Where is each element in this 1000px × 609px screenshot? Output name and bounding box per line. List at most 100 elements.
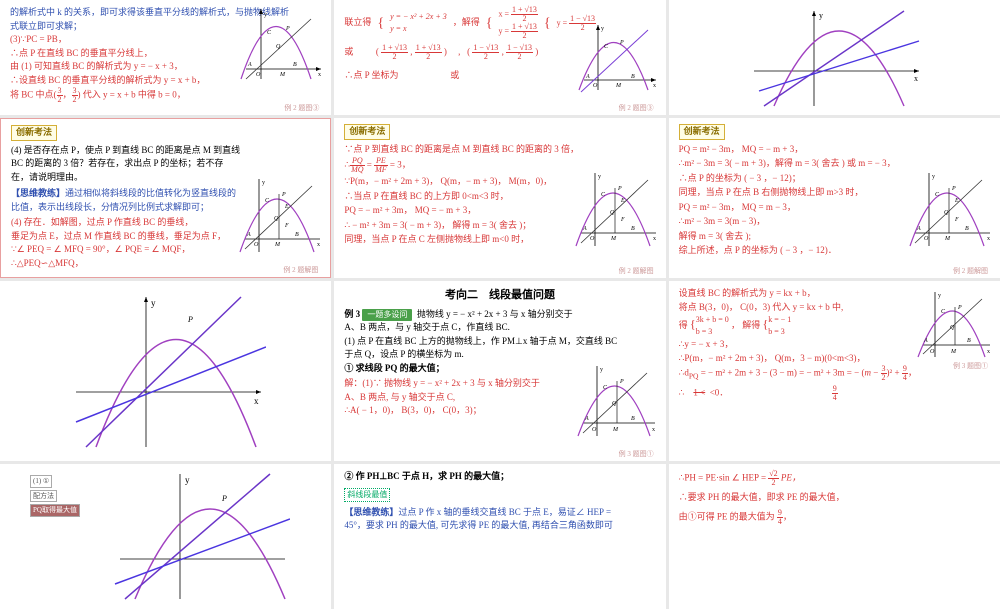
svg-text:O: O [592,427,597,433]
svg-text:x: x [653,236,656,242]
svg-text:x: x [914,74,918,83]
svg-text:M: M [279,72,286,78]
svg-text:E: E [620,198,625,204]
svg-text:A: A [923,338,928,344]
svg-text:B: B [293,62,297,68]
svg-text:C: C [267,30,272,36]
svg-text:x: x [987,236,990,242]
caption: 例 3 题图① [619,449,654,460]
svg-text:Q: Q [944,210,949,216]
graph-parabola-5: yC PE QF AO MB x [573,168,661,250]
graph-parabola-9: yC PQ AO MB x [915,287,995,362]
svg-text:Q: Q [950,325,955,331]
graph-parabola-7: yx P [66,292,266,452]
caption: 例 2 题解图 [283,265,318,276]
svg-text:P: P [951,186,956,192]
panel-4: yC PE QF AO MB x 创新考法 (4) 是否存在点 P，使点 P 到… [0,118,331,278]
svg-text:y: y [601,26,604,32]
svg-text:y: y [819,11,823,20]
svg-text:O: O [256,72,261,78]
graph-parabola-4: yC PE QF AO MB x [237,174,325,256]
svg-text:B: B [965,226,969,232]
svg-text:x: x [653,83,656,89]
svg-text:A: A [246,232,251,238]
svg-text:O: O [590,236,595,242]
svg-text:P: P [285,26,290,32]
svg-text:y: y [185,475,190,485]
svg-text:y: y [151,298,156,308]
line: ∴dPQ = − m² + 2m + 3 − (3 − m) = − m² + … [679,365,990,382]
graph-parabola-10: yP [110,469,290,604]
svg-text:y: y [598,174,601,180]
svg-text:x: x [254,396,259,406]
badge-innovative: 创新考法 [679,124,725,140]
svg-text:Q: Q [276,44,281,50]
svg-text:P: P [957,305,962,311]
svg-text:Q: Q [274,216,279,222]
svg-text:O: O [930,349,935,355]
svg-text:O: O [254,242,259,248]
svg-text:y: y [262,180,265,186]
line: ∴△PEQ∽△MFQ， [11,257,320,271]
svg-text:C: C [941,309,946,315]
line: 由①可得 PE 的最大值为 94， [679,509,990,526]
svg-text:A: A [916,226,921,232]
svg-text:F: F [954,217,959,223]
svg-text:O: O [593,83,598,89]
caption: 例 2 题图③ [619,103,654,114]
svg-text:A: A [582,226,587,232]
graph-parabola-3: yx [744,6,924,111]
graph-parabola-8: yC PQ AO MB x [575,361,661,441]
tag-oblique: 斜线段最值 [344,488,390,502]
svg-text:M: M [274,242,281,248]
svg-text:F: F [284,223,289,229]
panel-2: yx PC BA OM 联立得 { y = − x² + 2x + 3 y = … [334,0,665,115]
svg-text:B: B [631,416,635,422]
line: ∴PH = PE·sin ∠ HEP = √22 PE， [679,470,990,487]
line: 将 BC 中点(32，32) 代入 y = x + b 中得 b = 0， [10,87,321,104]
badge-innovative: 创新考法 [344,124,390,140]
svg-text:Q: Q [610,210,615,216]
hint: 【思维教练】过点 P 作 x 轴的垂线交直线 BC 于点 E，易证∠ HEP = [344,506,655,520]
line: ∴要求 PH 的最大值，即求 PE 的最大值， [679,491,990,505]
hint: 【思维教练】通过相似将斜线段的比值转化为竖直线段的比值，表示出线段长，分情况列比… [11,187,241,214]
caption: 例 2 题图③ [284,103,319,114]
line: 于点 Q，设点 P 的横坐标为 m. [344,348,655,362]
line: ∴ 1 < <0． 94 [679,385,990,402]
svg-text:F: F [620,217,625,223]
svg-text:E: E [284,204,289,210]
svg-text:M: M [950,349,957,355]
svg-text:x: x [317,242,320,248]
svg-text:P: P [619,379,624,385]
step-label: (1) ① [30,475,52,488]
tag-variant: 一题多设问 [362,309,412,321]
svg-text:y: y [264,12,267,18]
line: ∵点 P 到直线 BC 的距离是点 M 到直线 BC 的距离的 3 倍， [344,143,655,157]
svg-text:y: y [938,293,941,299]
line: A、B 两点，与 y 轴交于点 C，作直线 BC. [344,321,655,335]
svg-text:P: P [221,494,227,503]
panel-11: ② 作 PH⊥BC 于点 H，求 PH 的最大值； 斜线段最值 【思维教练】过点… [334,464,665,609]
svg-text:P: P [617,186,622,192]
graph-parabola-6: yC PQ EF AO MB x [907,168,995,250]
step-label: 配方法 [30,490,57,503]
svg-text:O: O [924,236,929,242]
caption: 例 2 题解图 [953,266,988,277]
panel-7: yx P [0,281,331,461]
question: ② 作 PH⊥BC 于点 H，求 PH 的最大值； [344,470,655,484]
svg-text:M: M [944,236,951,242]
caption: 例 3 题图① [953,361,988,372]
graph-parabola-1: y x P C Q B AO M [236,4,326,84]
svg-text:A: A [247,62,252,68]
svg-text:B: B [295,232,299,238]
svg-text:x: x [318,72,321,78]
svg-text:A: A [585,74,590,80]
section-title: 考向二 线段最值问题 [344,287,655,304]
graph-parabola-2: yx PC BA OM [576,20,661,95]
svg-text:B: B [631,226,635,232]
svg-text:y: y [932,174,935,180]
svg-text:P: P [619,40,624,46]
svg-text:x: x [987,349,990,355]
svg-text:M: M [615,83,622,89]
panel-6: yC PQ EF AO MB x 创新考法 PQ = m² − 3m， MQ =… [669,118,1000,278]
